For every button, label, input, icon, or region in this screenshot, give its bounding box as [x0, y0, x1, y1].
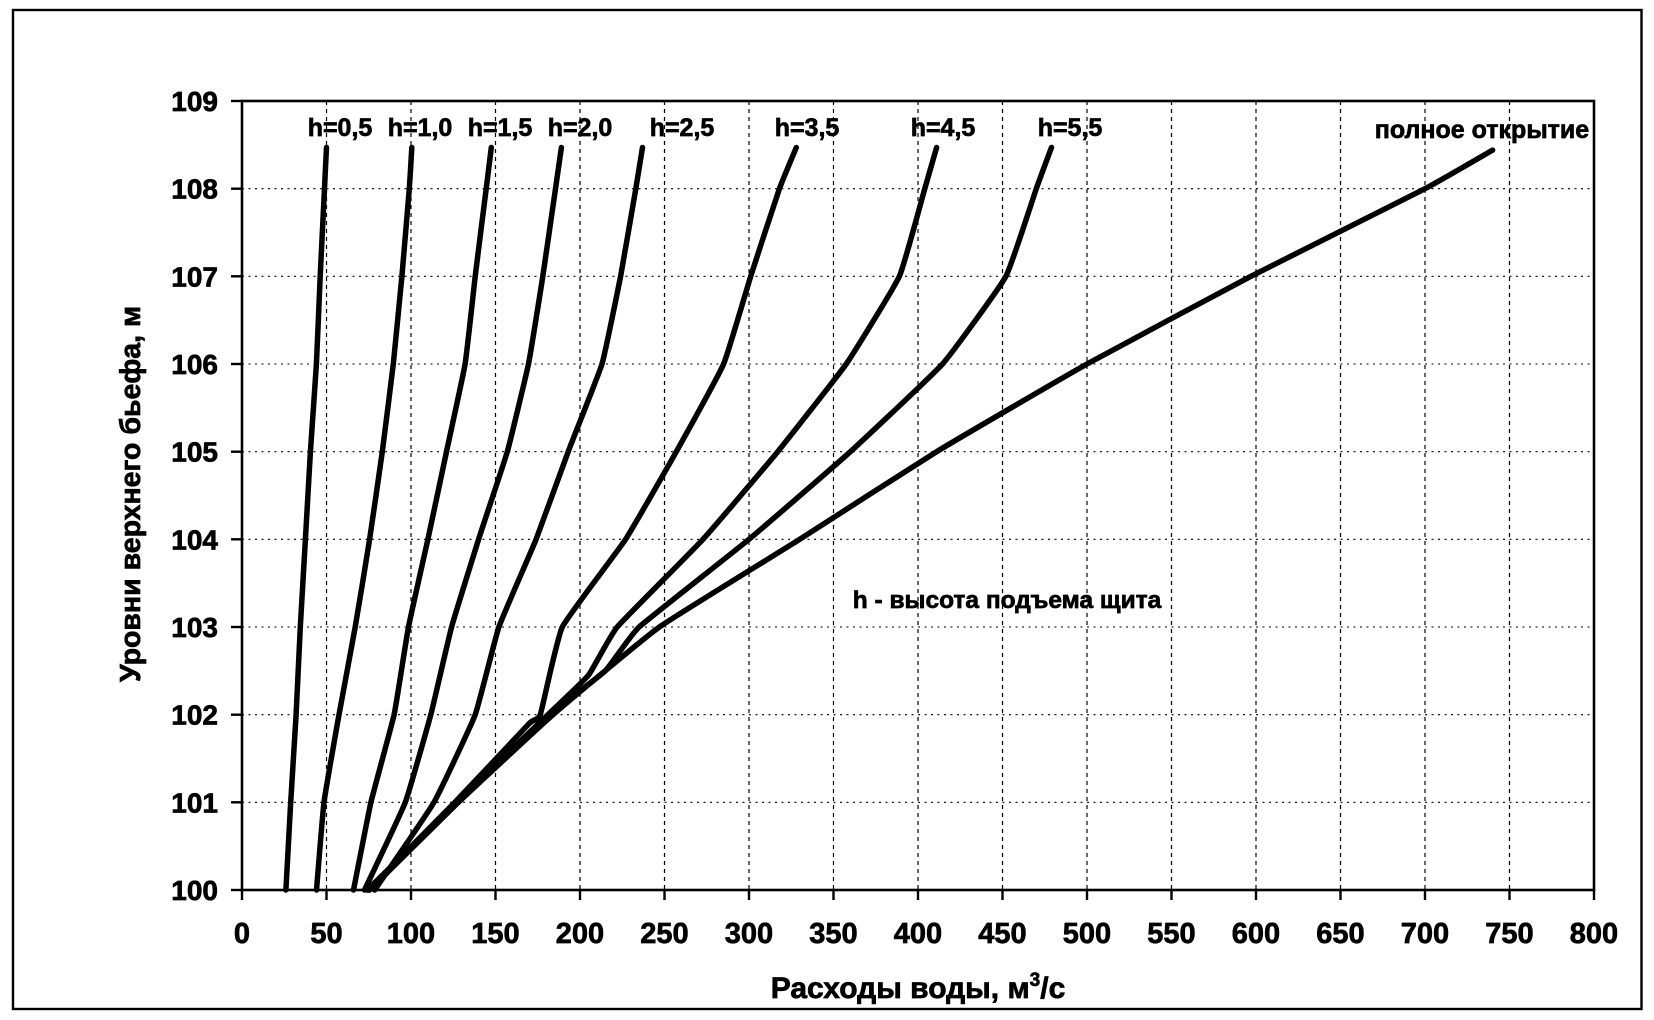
- svg-text:104: 104: [171, 524, 218, 555]
- svg-text:450: 450: [978, 918, 1026, 950]
- svg-text:800: 800: [1570, 918, 1618, 950]
- svg-text:h=2,0: h=2,0: [548, 114, 613, 142]
- svg-text:109: 109: [171, 86, 218, 117]
- svg-text:350: 350: [809, 918, 857, 950]
- svg-text:250: 250: [640, 918, 688, 950]
- svg-text:h=1,5: h=1,5: [468, 114, 533, 142]
- svg-text:h=3,5: h=3,5: [775, 114, 840, 142]
- svg-text:h=4,5: h=4,5: [911, 114, 976, 142]
- svg-text:200: 200: [556, 918, 604, 950]
- svg-text:107: 107: [171, 261, 218, 292]
- svg-text:105: 105: [171, 437, 218, 468]
- svg-text:100: 100: [171, 875, 218, 906]
- svg-text:700: 700: [1401, 918, 1449, 950]
- svg-text:550: 550: [1147, 918, 1195, 950]
- svg-text:Расходы воды, м3/с: Расходы воды, м3/с: [771, 970, 1066, 1005]
- svg-text:102: 102: [171, 700, 218, 731]
- svg-text:h - высота подъема щита: h - высота подъема щита: [853, 587, 1162, 614]
- svg-text:500: 500: [1063, 918, 1111, 950]
- svg-text:100: 100: [387, 918, 435, 950]
- svg-text:h=1,0: h=1,0: [388, 114, 453, 142]
- svg-text:0: 0: [234, 918, 250, 950]
- svg-text:150: 150: [471, 918, 519, 950]
- svg-text:полное открытие: полное открытие: [1375, 116, 1589, 144]
- svg-text:600: 600: [1232, 918, 1280, 950]
- svg-text:h=5,5: h=5,5: [1038, 114, 1103, 142]
- svg-text:108: 108: [171, 174, 218, 205]
- svg-text:103: 103: [171, 612, 218, 643]
- svg-text:Уровни верхнего бьефа, м: Уровни верхнего бьефа, м: [115, 306, 147, 682]
- svg-text:h=2,5: h=2,5: [650, 114, 715, 142]
- svg-text:h=0,5: h=0,5: [308, 114, 373, 142]
- svg-text:400: 400: [894, 918, 942, 950]
- svg-text:50: 50: [310, 918, 342, 950]
- svg-text:750: 750: [1485, 918, 1533, 950]
- svg-text:650: 650: [1316, 918, 1364, 950]
- svg-text:300: 300: [725, 918, 773, 950]
- svg-text:106: 106: [171, 349, 218, 380]
- svg-text:101: 101: [171, 787, 218, 818]
